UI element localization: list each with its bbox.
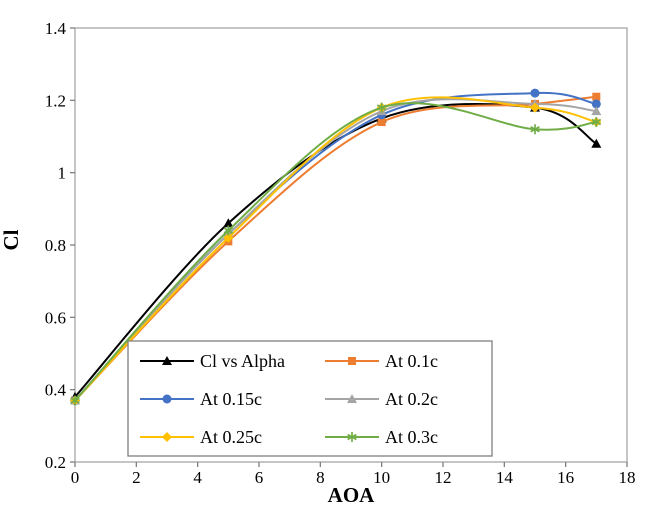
x-tick-label: 8 (316, 468, 325, 487)
data-point-marker (591, 117, 602, 128)
legend-marker (347, 394, 357, 403)
data-point-marker (592, 92, 601, 101)
data-point-marker (376, 102, 387, 113)
x-tick-label: 6 (255, 468, 264, 487)
legend-label: At 0.2c (385, 389, 438, 409)
data-point-marker (223, 225, 234, 236)
plot-area: 0 2 4 6 8 10 12 14 16 18 0.2 0.4 0.6 0.8 1 1.2 1.4 Cl vs … (45, 19, 636, 487)
y-tick-label: 1.2 (45, 91, 66, 110)
data-point-marker (530, 102, 540, 113)
data-point-marker (223, 232, 234, 243)
data-point-marker (530, 124, 540, 135)
x-tick-label: 2 (132, 468, 141, 487)
y-tick-label: 0.8 (45, 236, 66, 255)
legend-label: At 0.25c (200, 427, 262, 447)
data-point-marker (223, 218, 234, 228)
legend-marker (348, 357, 356, 365)
legend-label: At 0.1c (385, 351, 438, 371)
x-tick-label: 18 (619, 468, 636, 487)
legend-label: Cl vs Alpha (200, 351, 285, 371)
y-axis-title: Cl (0, 229, 23, 250)
legend-marker (347, 432, 357, 442)
legend-label: At 0.15c (200, 389, 262, 409)
x-tick-label: 4 (193, 468, 202, 487)
x-tick-label: 12 (435, 468, 452, 487)
data-point-marker (591, 138, 602, 148)
y-tick-label: 0.6 (45, 308, 66, 327)
legend-label: At 0.3c (385, 427, 438, 447)
y-tick-label: 1 (58, 164, 67, 183)
x-tick-label: 10 (373, 468, 390, 487)
legend-marker (162, 394, 172, 404)
data-point-marker (591, 99, 601, 109)
legend-marker (162, 356, 172, 365)
data-point-marker (530, 88, 540, 98)
x-tick-label: 16 (557, 468, 574, 487)
y-tick-label: 0.4 (45, 381, 67, 400)
y-tick-label: 0.2 (45, 453, 66, 472)
legend: Cl vs Alpha At 0.1c At 0.15c At 0.2c At 0.25… (127, 340, 493, 457)
y-tick-label: 1.4 (45, 19, 67, 38)
x-tick-label: 14 (496, 468, 514, 487)
x-tick-label: 0 (71, 468, 80, 487)
data-point-marker (377, 118, 386, 127)
x-axis-title: AOA (328, 483, 376, 507)
legend-marker (162, 432, 172, 442)
data-point-marker (591, 106, 602, 116)
data-point-marker (70, 395, 80, 406)
